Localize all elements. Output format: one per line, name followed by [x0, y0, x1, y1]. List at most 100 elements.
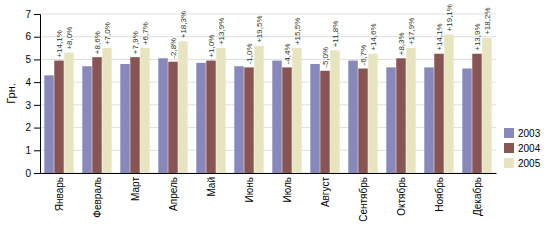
annotation: +19,5% [255, 15, 264, 42]
bar [158, 58, 167, 173]
bar [424, 67, 433, 173]
bar [120, 64, 129, 173]
annotation: +14,1% [435, 23, 444, 50]
x-tick-label: Август [320, 177, 331, 208]
x-tick: Декабрь [472, 177, 483, 216]
x-tick: Июль [282, 177, 293, 203]
legend-label: 2004 [518, 143, 541, 154]
legend-swatch [504, 158, 514, 168]
y-tick-label: 6 [25, 31, 31, 42]
annotation: +18,3% [179, 11, 188, 38]
bar [482, 38, 491, 173]
annotation: +8,0% [65, 27, 74, 50]
bar [102, 48, 111, 173]
y-tick-label: 4 [25, 77, 31, 88]
annotation: +11,8% [331, 21, 340, 48]
bar [320, 71, 329, 173]
y-tick: 5 [25, 54, 40, 65]
bar [196, 63, 205, 173]
bar [310, 64, 319, 173]
annotation: +14,6% [369, 23, 378, 50]
annotation: +19,1% [445, 4, 454, 31]
y-tick: 0 [25, 168, 40, 179]
annotations: +14,1%+8,6%+7,9%-2,8%+1,0%-1,0%-4,4%-5,0… [55, 4, 492, 68]
x-tick: Июнь [244, 177, 255, 202]
bar-series [64, 34, 491, 173]
y-tick-mark [34, 59, 40, 60]
grid-line [40, 14, 496, 15]
bar [254, 46, 263, 173]
annotation: +14,1% [55, 30, 64, 57]
legend-item: 2005 [504, 158, 541, 169]
bar [272, 61, 281, 173]
legend-swatch [504, 128, 514, 138]
bar [472, 54, 481, 173]
y-tick: 2 [25, 122, 40, 133]
bar [406, 48, 415, 173]
y-tick: 6 [25, 31, 40, 42]
bar [82, 66, 91, 173]
bar [64, 53, 73, 173]
x-tick: Февраль [92, 177, 103, 218]
bar [54, 61, 63, 173]
y-tick-mark [34, 37, 40, 38]
bar [130, 57, 139, 173]
bar [434, 54, 443, 173]
bar [386, 67, 395, 173]
bar [206, 61, 215, 173]
y-tick-label: 5 [25, 54, 31, 65]
x-tick-label: Июнь [244, 177, 255, 202]
grid [40, 14, 496, 173]
annotation: +17,9% [407, 18, 416, 45]
bar [330, 50, 339, 173]
x-tick: Январь [54, 177, 65, 211]
x-tick-label: Февраль [92, 177, 103, 218]
bar-series [54, 54, 481, 173]
annotation: +18,2% [483, 7, 492, 34]
annotation: +6,7% [141, 22, 150, 45]
x-tick-label: Март [130, 177, 141, 201]
y-tick: 4 [25, 77, 40, 88]
bar [462, 69, 471, 173]
x-tick: Октябрь [396, 177, 407, 216]
y-tick-mark [34, 150, 40, 151]
y-tick: 1 [25, 145, 40, 156]
y-tick-mark [34, 128, 40, 129]
y-tick-mark [34, 105, 40, 106]
annotation: -4,4% [283, 43, 292, 64]
legend-label: 2005 [518, 158, 541, 169]
annotation: -1,0% [245, 43, 254, 64]
annotation: +7,9% [131, 31, 140, 54]
annotation: +7,0% [103, 22, 112, 45]
x-tick-label: Ноябрь [434, 177, 445, 212]
plot [44, 34, 491, 173]
annotation: +15,5% [293, 18, 302, 45]
x-tick-label: Май [206, 177, 217, 197]
y-tick: 3 [25, 100, 40, 111]
y-tick-label: 1 [25, 145, 31, 156]
legend-swatch [504, 143, 514, 153]
annotation: -6,7% [359, 45, 368, 66]
x-tick-label: Октябрь [396, 177, 407, 216]
bar [178, 41, 187, 173]
annotation: +1,0% [207, 35, 216, 58]
bar [444, 34, 453, 173]
x-tick: Ноябрь [434, 177, 445, 212]
x-tick-label: Июль [282, 177, 293, 203]
legend: 2003 2004 2005 [504, 128, 541, 169]
bar [234, 66, 243, 173]
legend-item: 2003 [504, 128, 541, 139]
x-tick-label: Апрель [168, 177, 179, 211]
x-tick-label: Январь [54, 177, 65, 211]
bar [44, 75, 53, 173]
annotation: +13,9% [217, 18, 226, 45]
annotation: +13,9% [473, 23, 482, 50]
x-tick: Апрель [168, 177, 179, 211]
bar [282, 67, 291, 173]
y-tick-mark [34, 82, 40, 83]
annotation: -5,0% [321, 47, 330, 68]
y-tick-label: 2 [25, 122, 31, 133]
y-tick-label: 3 [25, 100, 31, 111]
y-axis: 01234567 [25, 9, 40, 179]
x-tick: Сентябрь [358, 177, 369, 222]
